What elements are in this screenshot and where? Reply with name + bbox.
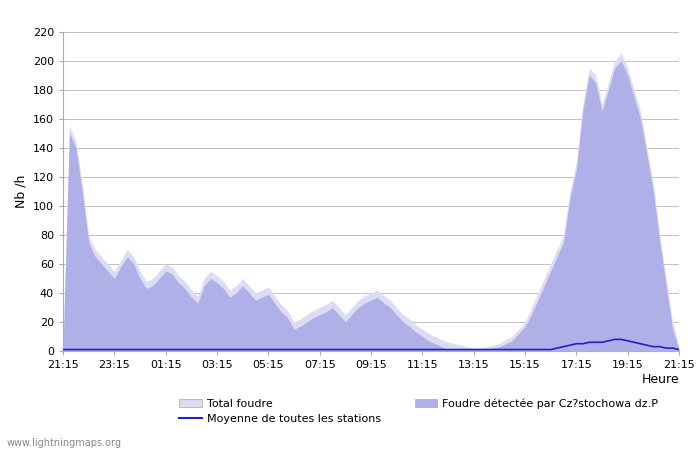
Text: www.lightningmaps.org: www.lightningmaps.org	[7, 438, 122, 448]
Y-axis label: Nb /h: Nb /h	[14, 175, 27, 208]
Text: Heure: Heure	[641, 374, 679, 387]
Legend: Total foudre, Moyenne de toutes les stations, Foudre détectée par Cz?stochowa dz: Total foudre, Moyenne de toutes les stat…	[179, 398, 659, 424]
